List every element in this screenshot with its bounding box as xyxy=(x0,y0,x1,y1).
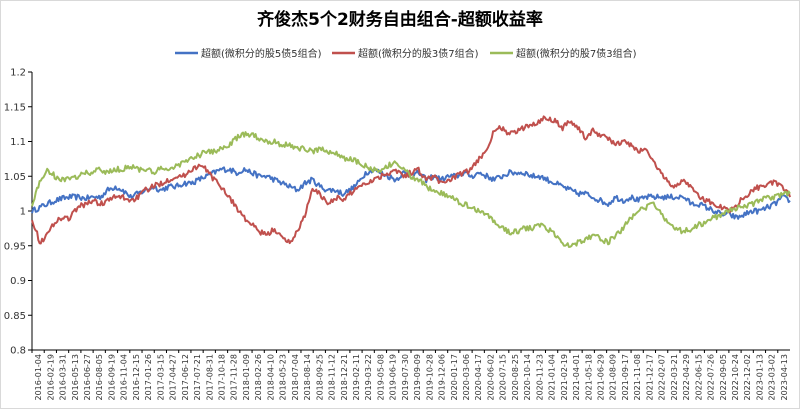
x-tick-label: 2016-12-15 xyxy=(132,354,141,401)
x-tick-label: 2021-11-08 xyxy=(633,354,642,401)
x-tick-label: 2018-01-09 xyxy=(242,354,251,401)
x-tick-label: 2021-04-01 xyxy=(572,354,581,401)
x-tick-label: 2019-12-06 xyxy=(438,354,447,401)
x-tick-label: 2021-05-18 xyxy=(584,354,593,401)
x-tick-label: 2016-02-19 xyxy=(46,354,55,401)
x-tick-label: 2019-03-22 xyxy=(364,354,373,401)
x-tick-label: 2020-11-23 xyxy=(535,354,544,401)
x-tick-label: 2016-11-04 xyxy=(120,354,129,401)
y-ticks: 0.8 0.85 0.9 0.95 1 1.05 1.1 1.15 1.2 xyxy=(4,68,32,357)
y-tick-label: 1.05 xyxy=(4,172,26,183)
x-tick-label: 2022-10-24 xyxy=(731,354,740,401)
x-tick-label: 2022-12-02 xyxy=(743,354,752,401)
x-tick-label: 2016-05-13 xyxy=(71,354,80,401)
legend-label-0: 超额(微积分的股5债5组合) xyxy=(201,47,322,60)
x-tick-label: 2017-03-15 xyxy=(156,354,165,401)
x-tick-label: 2016-08-05 xyxy=(95,354,104,401)
chart-title: 齐俊杰5个2财务自由组合-超额收益率 xyxy=(257,9,543,30)
x-tick-label: 2018-07-04 xyxy=(291,354,300,401)
x-tick-label: 2023-03-02 xyxy=(768,354,777,401)
x-tick-label: 2023-01-13 xyxy=(755,354,764,401)
y-tick-label: 0.85 xyxy=(4,311,26,322)
x-tick-label: 2022-07-26 xyxy=(707,354,716,401)
series-line-2 xyxy=(31,131,791,248)
x-tick-label: 2017-04-27 xyxy=(169,354,178,401)
x-tick-label: 2016-01-04 xyxy=(34,354,43,401)
y-tick-label: 1.1 xyxy=(10,137,26,148)
x-tick-label: 2016-03-31 xyxy=(59,354,68,401)
x-tick-label: 2019-07-30 xyxy=(401,354,410,401)
x-tick-label: 2018-08-14 xyxy=(303,354,312,401)
x-tick-label: 2022-02-07 xyxy=(658,354,667,401)
x-tick-label: 2018-05-23 xyxy=(279,354,288,401)
x-tick-label: 2020-07-15 xyxy=(499,354,508,401)
x-tick-label: 2022-03-21 xyxy=(670,354,679,401)
x-tick-label: 2017-01-26 xyxy=(144,354,153,401)
x-tick-label: 2022-04-29 xyxy=(682,354,691,401)
x-tick-label: 2019-02-11 xyxy=(352,354,361,401)
x-tick-label: 2017-11-28 xyxy=(230,354,239,401)
x-tick-label: 2020-01-17 xyxy=(450,354,459,401)
x-tick-label: 2018-11-12 xyxy=(328,354,337,401)
x-tick-label: 2021-09-17 xyxy=(621,354,630,401)
x-tick-label: 2021-01-04 xyxy=(548,354,557,401)
x-tick-label: 2020-06-02 xyxy=(486,354,495,401)
x-ticks: 2016-01-04 2016-02-19 2016-03-31 2016-05-13… xyxy=(31,350,789,401)
x-tick-label: 2020-04-17 xyxy=(474,354,483,401)
x-tick-label: 2022-06-15 xyxy=(694,354,703,401)
x-tick-label: 2018-04-10 xyxy=(266,354,275,401)
x-tick-label: 2021-12-17 xyxy=(645,354,654,401)
series-line-1 xyxy=(31,115,791,245)
x-tick-label: 2018-09-25 xyxy=(315,354,324,401)
y-tick-label: 1 xyxy=(20,207,26,218)
x-tick-label: 2021-08-09 xyxy=(609,354,618,401)
x-tick-label: 2018-12-21 xyxy=(340,354,349,401)
legend-label-2: 超额(微积分的股7债3组合) xyxy=(516,47,637,60)
y-tick-label: 1.15 xyxy=(4,102,26,113)
x-tick-label: 2023-04-13 xyxy=(780,354,789,401)
x-tick-label: 2020-10-14 xyxy=(523,354,532,401)
x-tick-label: 2019-09-09 xyxy=(413,354,422,401)
y-tick-label: 0.8 xyxy=(10,346,26,357)
x-tick-label: 2018-02-26 xyxy=(254,354,263,401)
x-tick-label: 2016-06-27 xyxy=(83,354,92,401)
y-tick-label: 1.2 xyxy=(10,68,26,79)
x-tick-label: 2017-07-21 xyxy=(193,354,202,401)
x-tick-label: 2021-02-19 xyxy=(560,354,569,401)
y-tick-label: 0.95 xyxy=(4,241,26,252)
x-tick-label: 2016-09-19 xyxy=(107,354,116,401)
legend: 超额(微积分的股5债5组合) 超额(微积分的股3债7组合) 超额(微积分的股7债… xyxy=(175,47,637,60)
x-tick-label: 2017-06-12 xyxy=(181,354,190,401)
x-tick-label: 2020-08-25 xyxy=(511,354,520,401)
series-lines xyxy=(31,115,791,248)
y-tick-label: 0.9 xyxy=(10,276,26,287)
x-tick-label: 2022-09-05 xyxy=(719,354,728,401)
x-tick-label: 2020-03-06 xyxy=(462,354,471,401)
x-tick-label: 2019-10-28 xyxy=(425,354,434,401)
x-tick-label: 2017-08-31 xyxy=(205,354,214,401)
x-tick-label: 2017-10-18 xyxy=(218,354,227,401)
legend-label-1: 超额(微积分的股3债7组合) xyxy=(358,47,479,60)
x-tick-label: 2021-06-29 xyxy=(597,354,606,401)
x-tick-label: 2019-05-08 xyxy=(376,354,385,401)
x-tick-label: 2019-06-19 xyxy=(389,354,398,401)
